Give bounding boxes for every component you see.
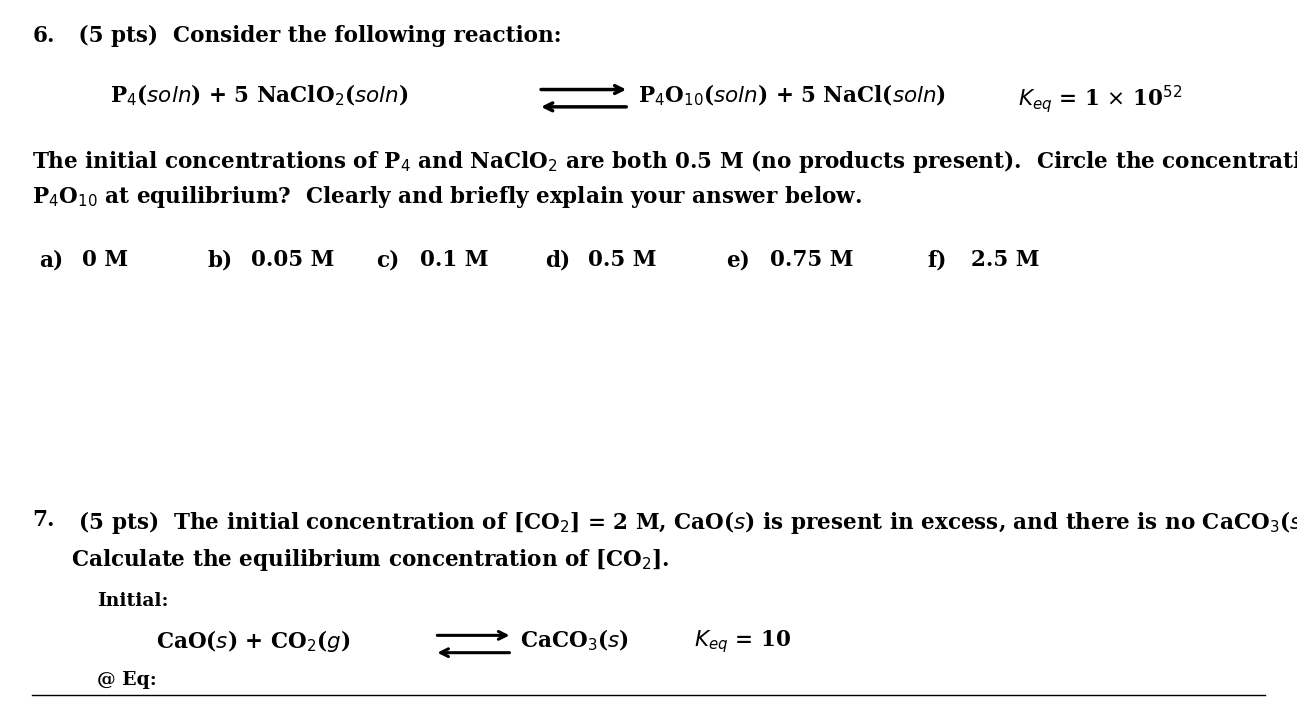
Text: 0.75 M: 0.75 M: [755, 249, 853, 271]
Text: c): c): [376, 249, 399, 271]
Text: P$_4$O$_{10}$($\mathit{soln}$) + 5 NaCl($\mathit{soln}$): P$_4$O$_{10}$($\mathit{soln}$) + 5 NaCl(…: [638, 83, 947, 108]
Text: d): d): [545, 249, 569, 271]
Text: e): e): [726, 249, 750, 271]
Text: P$_4$O$_{10}$ at equilibrium?  Clearly and briefly explain your answer below.: P$_4$O$_{10}$ at equilibrium? Clearly an…: [32, 184, 863, 210]
Text: 0.5 M: 0.5 M: [573, 249, 656, 271]
Text: 6.: 6.: [32, 25, 54, 47]
Text: (5 pts)  Consider the following reaction:: (5 pts) Consider the following reaction:: [71, 25, 562, 48]
Text: b): b): [208, 249, 232, 271]
Text: (5 pts)  The initial concentration of [CO$_2$] = 2 M, CaO($s$) is present in exc: (5 pts) The initial concentration of [CO…: [71, 509, 1297, 536]
Text: 7.: 7.: [32, 509, 54, 531]
Text: $K_{eq}$ = 1 $\times$ 10$^{52}$: $K_{eq}$ = 1 $\times$ 10$^{52}$: [1018, 83, 1183, 115]
Text: CaCO$_3$($s$): CaCO$_3$($s$): [520, 628, 629, 653]
Text: 0.1 M: 0.1 M: [405, 249, 488, 271]
Text: $K_{eq}$ = 10: $K_{eq}$ = 10: [694, 628, 791, 655]
Text: f): f): [927, 249, 947, 271]
Text: a): a): [39, 249, 64, 271]
Text: CaO($s$) + CO$_2$($g$): CaO($s$) + CO$_2$($g$): [156, 628, 350, 654]
Text: 0.05 M: 0.05 M: [236, 249, 335, 271]
Text: 2.5 M: 2.5 M: [956, 249, 1039, 271]
Text: @ Eq:: @ Eq:: [97, 671, 157, 690]
Text: Calculate the equilibrium concentration of [CO$_2$].: Calculate the equilibrium concentration …: [71, 547, 671, 573]
Text: P$_4$($\mathit{soln}$) + 5 NaClO$_2$($\mathit{soln}$): P$_4$($\mathit{soln}$) + 5 NaClO$_2$($\m…: [110, 83, 409, 108]
Text: 0 M: 0 M: [67, 249, 128, 271]
Text: Initial:: Initial:: [97, 592, 169, 610]
Text: The initial concentrations of P$_4$ and NaClO$_2$ are both 0.5 M (no products pr: The initial concentrations of P$_4$ and …: [32, 148, 1297, 175]
